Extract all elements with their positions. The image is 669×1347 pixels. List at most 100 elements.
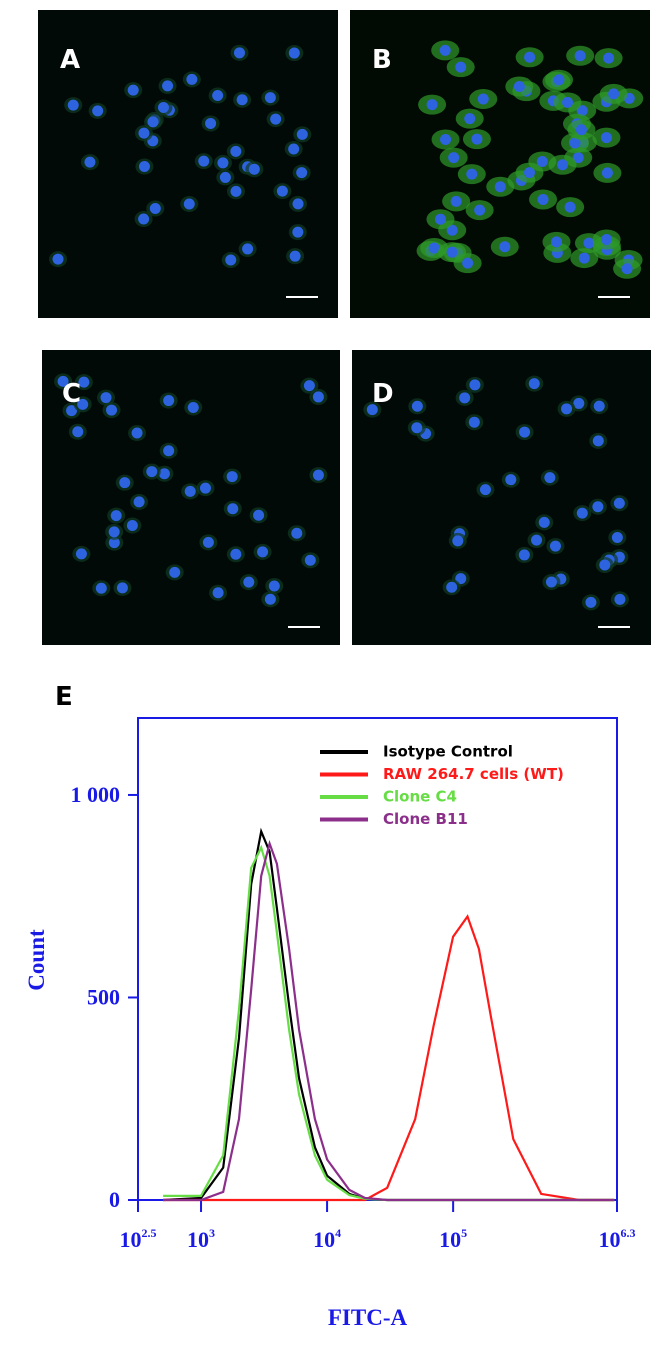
cell-nucleus xyxy=(519,426,531,438)
series-line xyxy=(163,827,615,1202)
cell-nucleus xyxy=(288,47,300,59)
cell-nucleus xyxy=(110,510,122,522)
cell-nucleus xyxy=(226,471,238,483)
cell-nucleus xyxy=(212,90,224,102)
cell-nucleus xyxy=(78,376,90,388)
cell-nucleus xyxy=(601,234,613,246)
cell-nucleus xyxy=(212,587,224,599)
cell-nucleus xyxy=(95,582,107,594)
cell-nucleus xyxy=(57,375,69,387)
cell-nucleus xyxy=(292,226,304,238)
cell-nucleus xyxy=(455,573,467,585)
cell-nucleus xyxy=(426,99,438,111)
cell-nucleus xyxy=(312,469,324,481)
cell-nucleus xyxy=(149,202,161,214)
cell-nucleus xyxy=(569,137,581,149)
cell-nucleus xyxy=(537,193,549,205)
x-tick-base: 10 xyxy=(313,1227,335,1252)
cell-nucleus xyxy=(523,167,535,179)
legend-label: Clone C4 xyxy=(383,788,457,806)
cell-nucleus xyxy=(572,152,584,164)
y-tick-label: 0 xyxy=(109,1187,120,1212)
cell-nucleus xyxy=(288,143,300,155)
cell-nucleus xyxy=(583,237,595,249)
cell-nucleus xyxy=(561,403,573,415)
cell-nucleus xyxy=(230,185,242,197)
cell-nucleus xyxy=(477,93,489,105)
cell-nucleus xyxy=(608,88,620,100)
cell-nucleus xyxy=(157,101,169,113)
cell-nucleus xyxy=(116,582,128,594)
cell-nucleus xyxy=(592,501,604,513)
cell-nucleus xyxy=(133,496,145,508)
cell-nucleus xyxy=(603,52,615,64)
cell-nucleus xyxy=(575,124,587,136)
cell-nucleus xyxy=(264,593,276,605)
cell-nucleus xyxy=(230,145,242,157)
cell-nucleus xyxy=(270,113,282,125)
x-tick-base: 10 xyxy=(187,1227,209,1252)
cell-nucleus xyxy=(599,559,611,571)
cell-nucleus xyxy=(147,116,159,128)
cell-nucleus xyxy=(183,198,195,210)
x-axis-label: FITC-A xyxy=(328,1305,408,1330)
cells xyxy=(49,40,644,611)
plot-frame xyxy=(137,717,618,1201)
cell-nucleus xyxy=(550,236,562,248)
cell-nucleus xyxy=(292,198,304,210)
cell-nucleus xyxy=(450,195,462,207)
x-tick-exponent: 2.5 xyxy=(142,1226,157,1240)
cell-nucleus xyxy=(538,516,550,528)
cell-nucleus xyxy=(236,94,248,106)
cell-nucleus xyxy=(601,167,613,179)
cell-nucleus xyxy=(411,422,423,434)
cell-nucleus xyxy=(303,380,315,392)
series-line xyxy=(163,914,615,1202)
cell-nucleus xyxy=(169,566,181,578)
cell-nucleus xyxy=(243,576,255,588)
cell-nucleus xyxy=(585,596,597,608)
panel-label: D xyxy=(372,379,394,409)
cell-nucleus xyxy=(528,378,540,390)
cell-nucleus xyxy=(312,391,324,403)
cell-nucleus xyxy=(276,185,288,197)
cell-nucleus xyxy=(479,484,491,496)
cell-nucleus xyxy=(184,485,196,497)
x-tick-exponent: 3 xyxy=(209,1226,215,1240)
cell-nucleus xyxy=(576,507,588,519)
cell-nucleus xyxy=(163,445,175,457)
cell-nucleus xyxy=(553,74,565,86)
cell-nucleus xyxy=(84,156,96,168)
cell-nucleus xyxy=(108,526,120,538)
cell-nucleus xyxy=(163,395,175,407)
cell-nucleus xyxy=(455,61,467,73)
x-tick-base: 10 xyxy=(120,1227,142,1252)
cell-nucleus xyxy=(446,246,458,258)
cell-nucleus xyxy=(225,254,237,266)
cell-nucleus xyxy=(505,474,517,486)
cell-nucleus xyxy=(75,548,87,560)
cell-nucleus xyxy=(545,576,557,588)
cell-nucleus xyxy=(578,252,590,264)
x-tick-label: 104 xyxy=(313,1226,341,1252)
cell-nucleus xyxy=(108,537,120,549)
panel-label: E xyxy=(55,682,73,712)
cell-nucleus xyxy=(513,81,525,93)
cell-nucleus xyxy=(573,397,585,409)
panel-label: C xyxy=(62,379,81,409)
cell-nucleus xyxy=(127,84,139,96)
cell-nucleus xyxy=(564,201,576,213)
cell-nucleus xyxy=(253,509,265,521)
cell-nucleus xyxy=(518,549,530,561)
cell-nucleus xyxy=(146,466,158,478)
cell-nucleus xyxy=(227,503,239,515)
cell-nucleus xyxy=(544,472,556,484)
x-tick-label: 103 xyxy=(187,1226,215,1252)
cell-nucleus xyxy=(440,133,452,145)
x-tick-label: 105 xyxy=(439,1226,467,1252)
y-tick-label: 1 000 xyxy=(71,782,121,807)
cell-nucleus xyxy=(268,580,280,592)
cell-nucleus xyxy=(77,398,89,410)
x-tick-base: 10 xyxy=(599,1227,621,1252)
cell-nucleus xyxy=(162,80,174,92)
